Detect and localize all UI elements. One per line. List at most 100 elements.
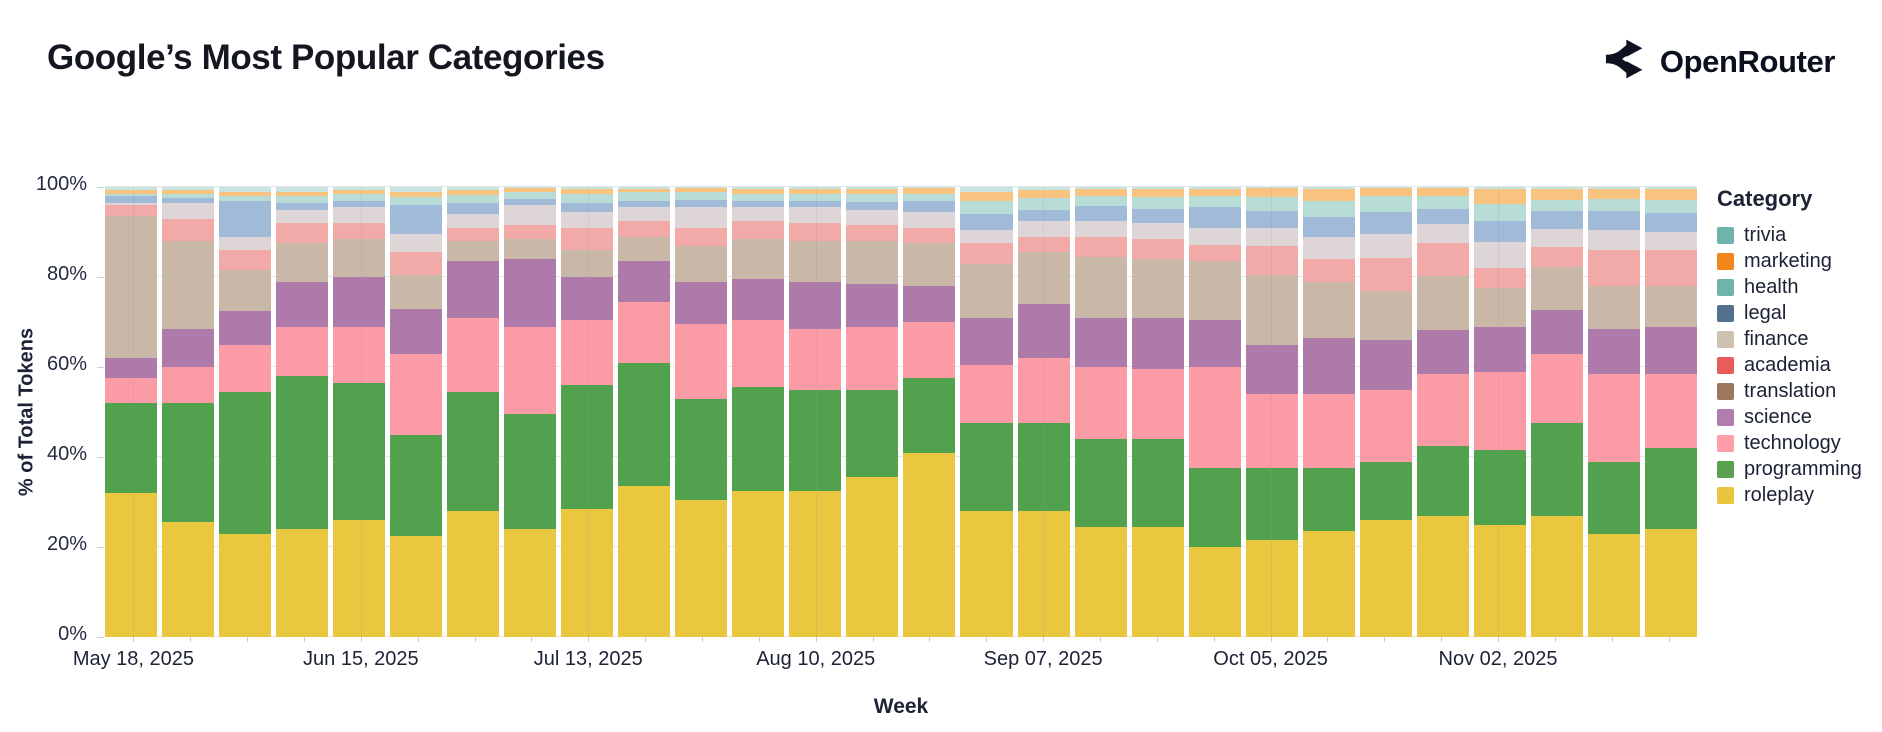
bar-segment-roleplay[interactable]: [618, 486, 671, 637]
bar-segment-health[interactable]: [561, 193, 614, 203]
bar-segment-science[interactable]: [1017, 304, 1070, 358]
bar-segment-programming[interactable]: [333, 382, 386, 520]
bar-segment-health[interactable]: [960, 200, 1013, 214]
bar-segment-academia[interactable]: [1473, 268, 1526, 289]
bar-segment-science[interactable]: [504, 259, 557, 327]
bar-segment-roleplay[interactable]: [447, 511, 500, 637]
bar-week-May 25, 2025[interactable]: [162, 187, 215, 637]
bar-segment-marketing[interactable]: [333, 190, 386, 194]
bar-segment-academia[interactable]: [162, 218, 215, 241]
bar-segment-legal[interactable]: [732, 200, 785, 208]
bar-segment-programming[interactable]: [561, 385, 614, 509]
bar-segment-finance[interactable]: [960, 229, 1013, 244]
bar-segment-finance[interactable]: [732, 207, 785, 221]
bar-segment-science[interactable]: [1188, 319, 1241, 367]
bar-segment-roleplay[interactable]: [789, 490, 842, 637]
bar-segment-academia[interactable]: [105, 205, 158, 217]
bar-segment-roleplay[interactable]: [504, 529, 557, 637]
bar-segment-translation[interactable]: [447, 241, 500, 262]
bar-segment-programming[interactable]: [1017, 423, 1070, 511]
bar-segment-academia[interactable]: [1530, 246, 1583, 268]
bar-segment-legal[interactable]: [960, 214, 1013, 230]
bar-segment-academia[interactable]: [1131, 238, 1184, 259]
bar-segment-marketing[interactable]: [1245, 188, 1298, 198]
bar-segment-translation[interactable]: [1644, 286, 1697, 327]
bar-segment-roleplay[interactable]: [903, 452, 956, 637]
bar-segment-technology[interactable]: [960, 364, 1013, 424]
bar-segment-finance[interactable]: [1188, 227, 1241, 245]
legend-item-science[interactable]: science: [1717, 406, 1877, 428]
bar-segment-marketing[interactable]: [504, 188, 557, 192]
bar-segment-technology[interactable]: [789, 328, 842, 390]
bar-segment-legal[interactable]: [1188, 207, 1241, 228]
bar-segment-programming[interactable]: [276, 376, 329, 529]
bar-segment-science[interactable]: [276, 281, 329, 327]
bar-segment-trivia[interactable]: [447, 187, 500, 190]
bar-segment-translation[interactable]: [846, 241, 899, 284]
bar-segment-technology[interactable]: [1530, 353, 1583, 424]
bar-week-Sep 07, 2025[interactable]: [1017, 187, 1070, 637]
bar-segment-health[interactable]: [1245, 197, 1298, 211]
bar-segment-programming[interactable]: [1416, 445, 1469, 516]
bar-segment-programming[interactable]: [1074, 439, 1127, 527]
bar-segment-science[interactable]: [846, 283, 899, 327]
bar-week-Oct 12, 2025[interactable]: [1302, 187, 1355, 637]
bar-segment-programming[interactable]: [675, 398, 728, 500]
bar-segment-trivia[interactable]: [333, 187, 386, 191]
bar-week-Jun 22, 2025[interactable]: [390, 187, 443, 637]
bar-segment-health[interactable]: [1074, 196, 1127, 207]
bar-segment-programming[interactable]: [1587, 461, 1640, 534]
legend-item-programming[interactable]: programming: [1717, 458, 1877, 480]
bar-segment-academia[interactable]: [390, 252, 443, 275]
bar-week-Jul 13, 2025[interactable]: [561, 187, 614, 637]
bar-segment-trivia[interactable]: [1359, 187, 1412, 188]
bar-week-Jul 06, 2025[interactable]: [504, 187, 557, 637]
bar-segment-roleplay[interactable]: [276, 529, 329, 637]
bar-week-Jul 27, 2025[interactable]: [675, 187, 728, 637]
bar-segment-science[interactable]: [333, 277, 386, 327]
bar-segment-roleplay[interactable]: [960, 511, 1013, 637]
bar-segment-legal[interactable]: [618, 201, 671, 208]
bar-segment-finance[interactable]: [1587, 230, 1640, 250]
bar-segment-legal[interactable]: [105, 196, 158, 203]
bar-segment-translation[interactable]: [960, 263, 1013, 318]
bar-segment-programming[interactable]: [1131, 439, 1184, 527]
bar-week-Nov 16, 2025[interactable]: [1587, 187, 1640, 637]
bar-segment-finance[interactable]: [1302, 236, 1355, 259]
bar-segment-academia[interactable]: [276, 223, 329, 244]
bar-segment-trivia[interactable]: [105, 187, 158, 191]
bar-week-Aug 10, 2025[interactable]: [789, 187, 842, 637]
bar-segment-programming[interactable]: [219, 391, 272, 534]
bar-segment-trivia[interactable]: [1017, 187, 1070, 191]
bar-segment-academia[interactable]: [1302, 259, 1355, 282]
bar-week-Sep 28, 2025[interactable]: [1188, 187, 1241, 637]
bar-segment-technology[interactable]: [675, 324, 728, 399]
bar-segment-finance[interactable]: [219, 236, 272, 250]
bar-week-Sep 14, 2025[interactable]: [1074, 187, 1127, 637]
bar-segment-programming[interactable]: [1530, 423, 1583, 516]
bar-segment-health[interactable]: [732, 193, 785, 201]
bar-segment-trivia[interactable]: [1188, 187, 1241, 190]
bar-segment-programming[interactable]: [447, 391, 500, 511]
bar-segment-translation[interactable]: [1131, 259, 1184, 318]
legend-item-legal[interactable]: legal: [1717, 302, 1877, 324]
bar-segment-roleplay[interactable]: [561, 508, 614, 637]
bar-segment-marketing[interactable]: [789, 189, 842, 194]
bar-segment-finance[interactable]: [903, 211, 956, 228]
bar-segment-programming[interactable]: [846, 389, 899, 478]
bar-segment-marketing[interactable]: [219, 191, 272, 196]
bar-segment-programming[interactable]: [105, 403, 158, 493]
bar-segment-roleplay[interactable]: [675, 499, 728, 637]
bar-segment-roleplay[interactable]: [1188, 547, 1241, 637]
bar-week-Aug 17, 2025[interactable]: [846, 187, 899, 637]
bar-segment-academia[interactable]: [675, 227, 728, 246]
bar-segment-finance[interactable]: [504, 205, 557, 226]
bar-segment-trivia[interactable]: [789, 187, 842, 190]
bar-segment-finance[interactable]: [162, 202, 215, 219]
bar-segment-technology[interactable]: [732, 319, 785, 388]
bar-week-Nov 23, 2025[interactable]: [1644, 187, 1697, 637]
bar-segment-translation[interactable]: [618, 236, 671, 262]
bar-segment-programming[interactable]: [732, 387, 785, 491]
bar-segment-roleplay[interactable]: [1644, 529, 1697, 637]
bar-segment-translation[interactable]: [732, 238, 785, 280]
